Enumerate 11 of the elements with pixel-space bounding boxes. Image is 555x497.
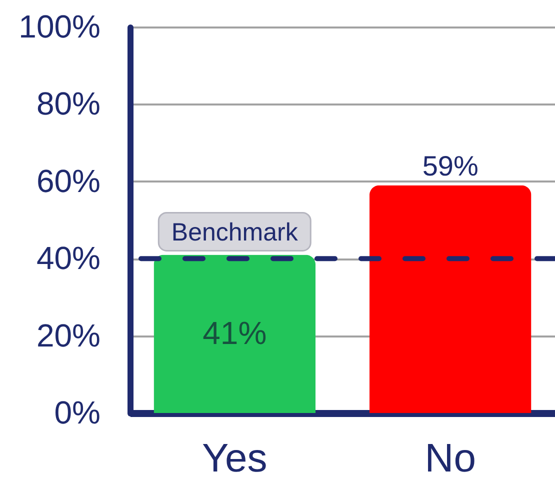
y-tick-label: 20%: [36, 317, 100, 354]
y-tick-label: 40%: [36, 240, 100, 276]
data-label: 41%: [202, 314, 267, 351]
y-tick-label: 80%: [36, 86, 100, 122]
x-tick-label: Yes: [202, 436, 268, 480]
y-tick-label: 100%: [18, 8, 100, 44]
x-tick-label: No: [424, 436, 476, 480]
y-tick-label: 60%: [36, 162, 100, 199]
y-tick-label: 0%: [54, 394, 100, 430]
data-label: 59%: [422, 150, 478, 182]
ref-line-label: Benchmark: [171, 218, 298, 247]
